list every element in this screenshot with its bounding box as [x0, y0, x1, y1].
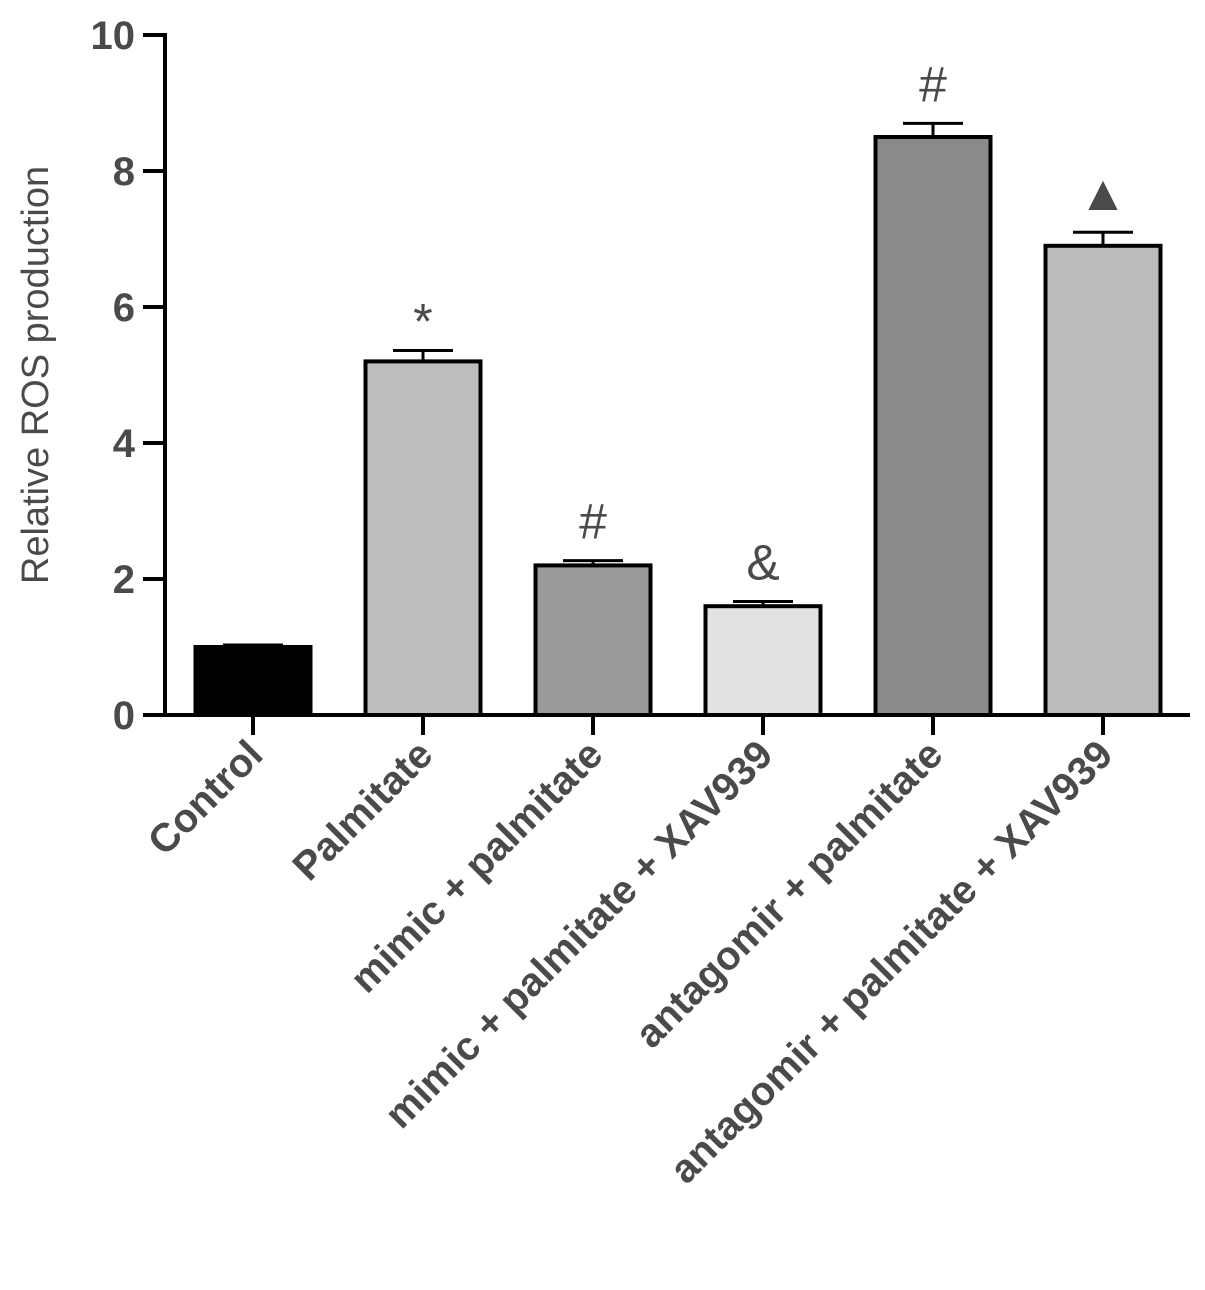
- bar: [703, 604, 823, 718]
- y-tick-label: 6: [113, 286, 135, 330]
- y-tick-label: 10: [91, 14, 136, 58]
- bar: [363, 359, 483, 717]
- y-tick-label: 4: [113, 422, 136, 466]
- bar: [873, 135, 993, 717]
- bar: [533, 563, 653, 718]
- significance-mark: #: [579, 494, 607, 550]
- x-tick-label: Palmitate: [284, 732, 441, 889]
- bar: [193, 645, 313, 717]
- y-tick-label: 2: [113, 558, 135, 602]
- x-tick-label: Control: [140, 732, 272, 864]
- significance-mark: *: [413, 294, 432, 350]
- bars-group: [193, 121, 1163, 718]
- significance-mark: &: [746, 534, 779, 590]
- significance-mark: #: [919, 56, 947, 112]
- y-tick-label: 8: [113, 150, 135, 194]
- y-axis-title: Relative ROS production: [15, 166, 57, 584]
- axes-group: [143, 33, 1190, 735]
- x-tick-label: antagomir + palmitate: [627, 732, 951, 1056]
- significance-mark: ▲: [1078, 165, 1128, 221]
- y-tick-label: 0: [113, 694, 135, 738]
- bar: [1043, 243, 1163, 718]
